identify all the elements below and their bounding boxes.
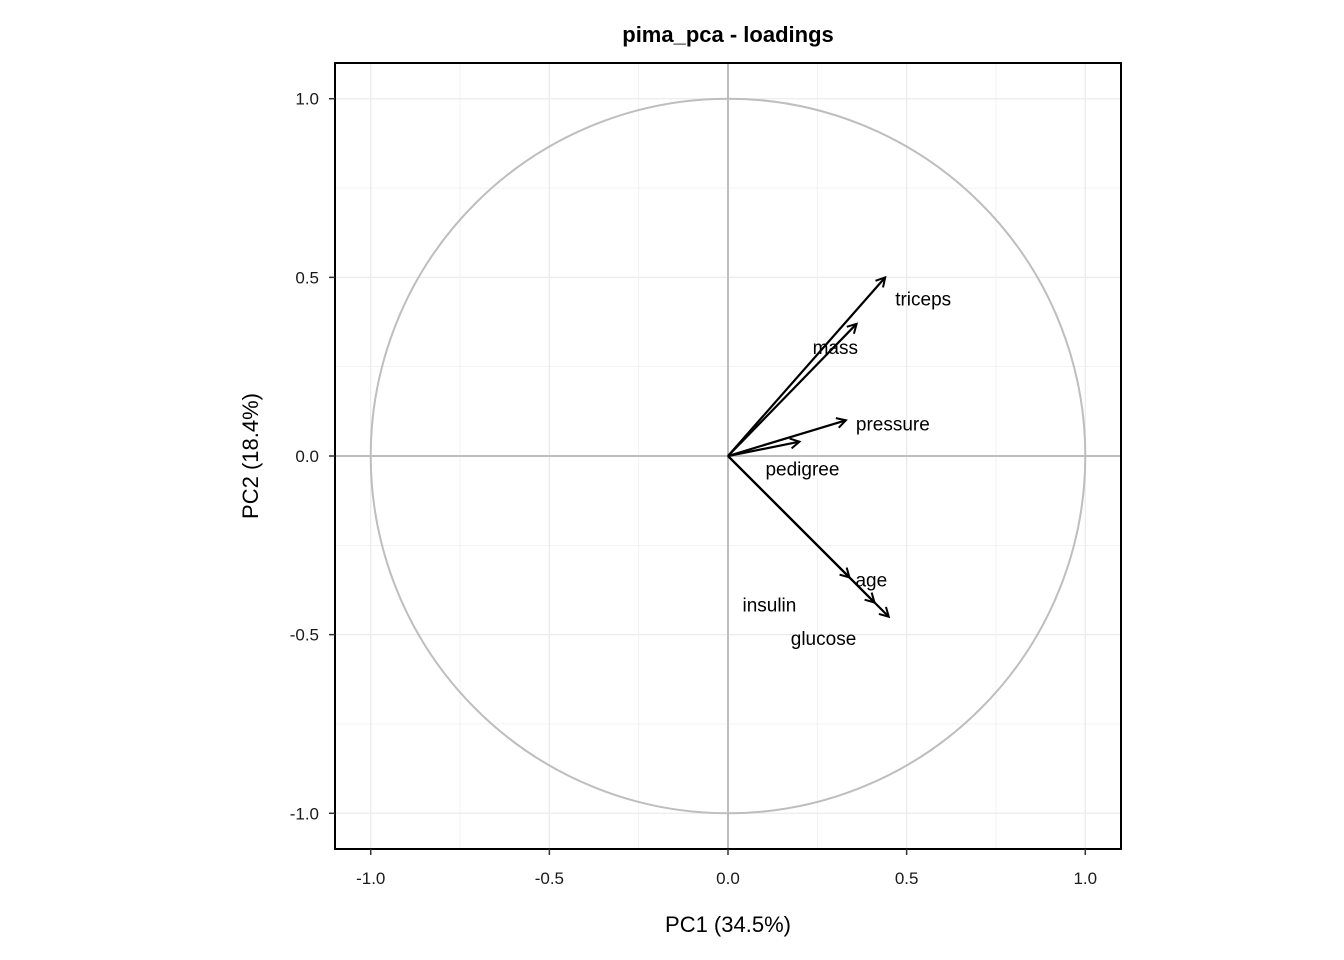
x-tick-label: -0.5 xyxy=(535,869,564,888)
loading-label-insulin: insulin xyxy=(742,595,796,616)
loading-arrow-triceps xyxy=(727,277,885,457)
loading-label-glucose: glucose xyxy=(791,629,857,650)
x-tick-label: 1.0 xyxy=(1073,869,1097,888)
y-tick-label: -0.5 xyxy=(290,626,319,645)
loading-arrow-glucose xyxy=(727,455,889,617)
loading-label-mass: mass xyxy=(813,338,858,359)
loading-arrow-pedigree xyxy=(727,442,799,458)
x-tick-label: -1.0 xyxy=(356,869,385,888)
loading-label-triceps: triceps xyxy=(895,289,951,310)
loading-arrows xyxy=(727,277,889,617)
y-tick-label: 1.0 xyxy=(295,90,319,109)
x-tick-label: 0.5 xyxy=(895,869,919,888)
x-tick-label: 0.0 xyxy=(716,869,740,888)
loading-label-pedigree: pedigree xyxy=(765,460,839,481)
y-tick-label: 0.5 xyxy=(295,268,319,287)
loading-label-pressure: pressure xyxy=(856,414,930,435)
loading-label-age: age xyxy=(855,570,887,591)
loading-labels: triceps mass pressure pedigree age insulin glu… xyxy=(742,289,951,649)
axis-ticks: -1.0 -0.5 0.0 0.5 1.0 -1.0 -0.5 0.0 0.5 1.0 xyxy=(290,90,1097,888)
y-axis-title: PC2 (18.4%) xyxy=(238,393,263,519)
loading-arrow-mass xyxy=(727,324,857,457)
y-tick-label: -1.0 xyxy=(290,804,319,823)
x-axis-title: PC1 (34.5%) xyxy=(665,912,791,937)
unit-circle xyxy=(369,97,1087,815)
y-tick-label: 0.0 xyxy=(295,447,319,466)
loading-arrow-pressure xyxy=(727,420,846,458)
chart-title: pima_pca - loadings xyxy=(622,22,834,47)
